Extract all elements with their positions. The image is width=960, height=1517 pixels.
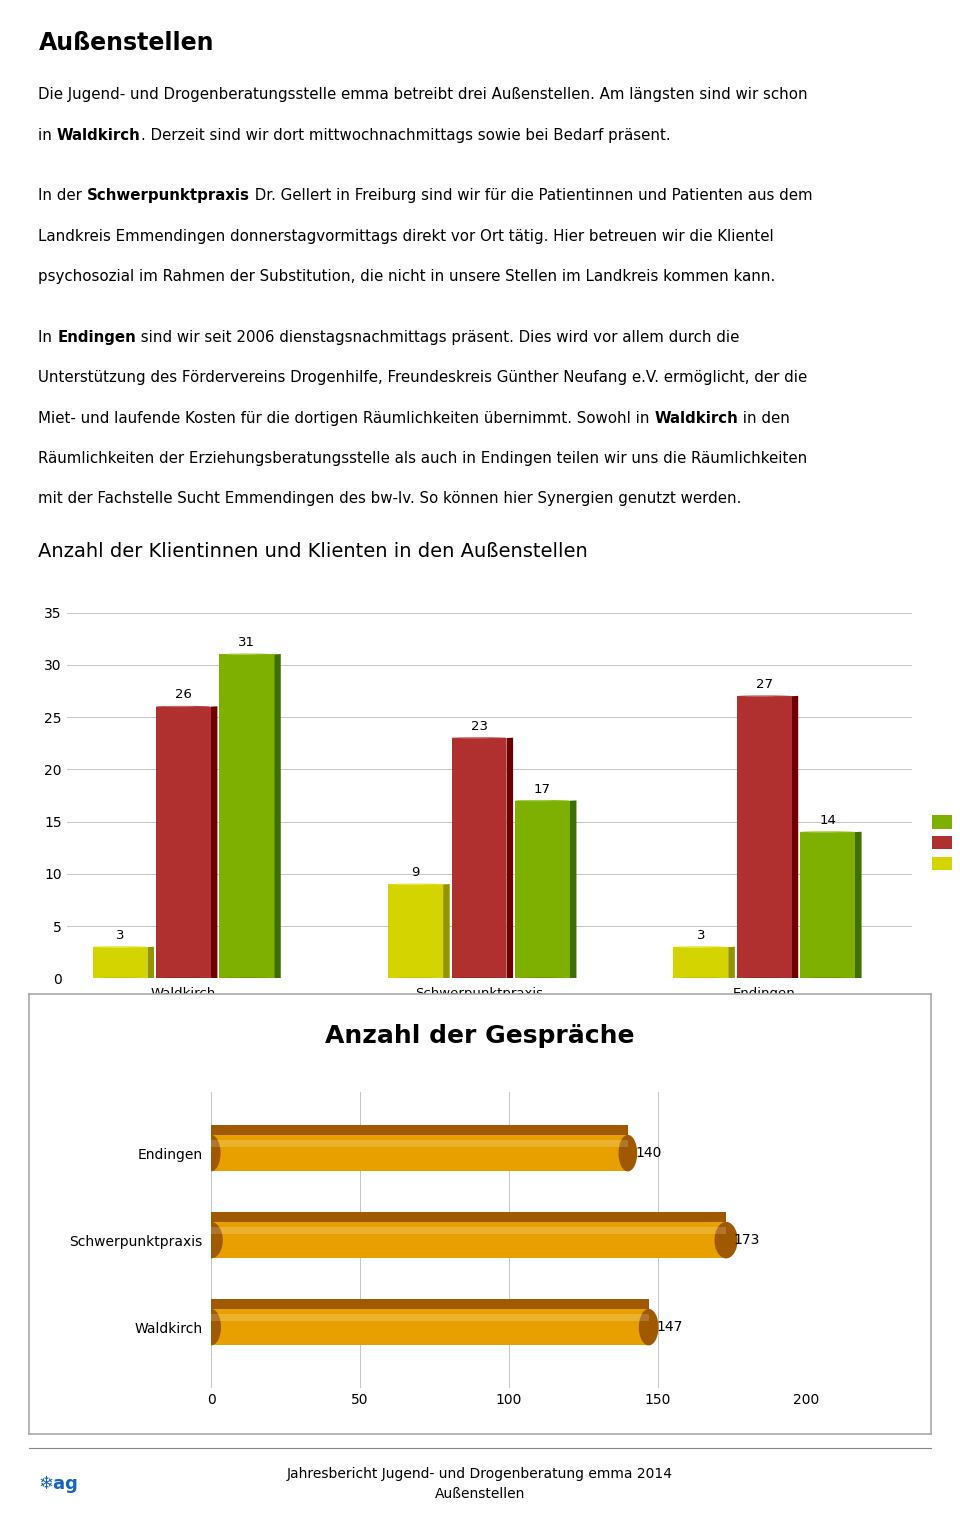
- Text: Jahresbericht Jugend- und Drogenberatung emma 2014
Außenstellen: Jahresbericht Jugend- und Drogenberatung…: [287, 1467, 673, 1500]
- Polygon shape: [211, 1299, 649, 1309]
- Ellipse shape: [515, 977, 570, 980]
- Polygon shape: [211, 1139, 628, 1147]
- Text: 147: 147: [656, 1320, 683, 1333]
- Ellipse shape: [673, 977, 729, 980]
- Ellipse shape: [800, 977, 855, 980]
- Text: Landkreis Emmendingen donnerstagvormittags direkt vor Ort tätig. Hier betreuen w: Landkreis Emmendingen donnerstagvormitta…: [38, 229, 774, 244]
- Polygon shape: [211, 707, 217, 978]
- Text: 173: 173: [733, 1233, 760, 1247]
- Text: Räumlichkeiten der Erziehungsberatungsstelle als auch in Endingen teilen wir uns: Räumlichkeiten der Erziehungsberatungsst…: [38, 451, 807, 466]
- Text: in: in: [38, 127, 57, 143]
- Ellipse shape: [451, 737, 507, 739]
- Polygon shape: [515, 801, 570, 978]
- Polygon shape: [211, 1212, 726, 1221]
- Polygon shape: [388, 884, 444, 978]
- Ellipse shape: [202, 1309, 221, 1346]
- Text: 31: 31: [238, 636, 255, 649]
- Ellipse shape: [736, 977, 792, 980]
- Polygon shape: [451, 737, 507, 978]
- Polygon shape: [211, 1135, 628, 1171]
- Text: sind wir seit 2006 dienstagsnachmittags präsent. Dies wird vor allem durch die: sind wir seit 2006 dienstagsnachmittags …: [136, 329, 739, 344]
- Legend: Einmalkontakte, Männer, Frauen: Einmalkontakte, Männer, Frauen: [927, 810, 960, 877]
- Text: 3: 3: [697, 928, 705, 942]
- Ellipse shape: [618, 1135, 637, 1171]
- Polygon shape: [736, 696, 792, 978]
- Ellipse shape: [388, 883, 444, 884]
- Text: ❄ag: ❄ag: [38, 1475, 79, 1493]
- Polygon shape: [275, 654, 280, 978]
- Text: . Derzeit sind wir dort mittwochnachmittags sowie bei Bedarf präsent.: . Derzeit sind wir dort mittwochnachmitt…: [141, 127, 670, 143]
- Text: 3: 3: [116, 928, 124, 942]
- Polygon shape: [92, 947, 148, 978]
- Text: In: In: [38, 329, 58, 344]
- Text: 9: 9: [412, 866, 420, 880]
- Text: 14: 14: [819, 813, 836, 827]
- Ellipse shape: [673, 947, 729, 948]
- Polygon shape: [673, 947, 729, 978]
- Text: psychosozial im Rahmen der Substitution, die nicht in unsere Stellen im Landkrei: psychosozial im Rahmen der Substitution,…: [38, 269, 776, 284]
- Polygon shape: [211, 1314, 649, 1321]
- Text: Waldkirch: Waldkirch: [57, 127, 141, 143]
- Ellipse shape: [92, 977, 148, 980]
- Text: In der: In der: [38, 188, 87, 203]
- Text: Schwerpunktpraxis: Schwerpunktpraxis: [87, 188, 250, 203]
- Ellipse shape: [714, 1221, 737, 1259]
- Ellipse shape: [92, 947, 148, 948]
- Ellipse shape: [451, 977, 507, 980]
- Text: Unterstützung des Fördervereins Drogenhilfe, Freundeskreis Günther Neufang e.V. : Unterstützung des Fördervereins Drogenhi…: [38, 370, 807, 385]
- Text: Die Jugend- und Drogenberatungsstelle emma betreibt drei Außenstellen. Am längst: Die Jugend- und Drogenberatungsstelle em…: [38, 88, 808, 102]
- Polygon shape: [148, 947, 154, 978]
- Ellipse shape: [156, 977, 211, 980]
- Ellipse shape: [202, 1135, 221, 1171]
- Polygon shape: [211, 1124, 628, 1135]
- Ellipse shape: [638, 1309, 659, 1346]
- Text: Miet- und laufende Kosten für die dortigen Räumlichkeiten übernimmt. Sowohl in: Miet- und laufende Kosten für die dortig…: [38, 411, 655, 426]
- Polygon shape: [570, 801, 576, 978]
- Text: Anzahl der Klientinnen und Klienten in den Außenstellen: Anzahl der Klientinnen und Klienten in d…: [38, 542, 588, 561]
- Text: 27: 27: [756, 678, 773, 690]
- Polygon shape: [211, 1221, 726, 1259]
- Polygon shape: [444, 884, 449, 978]
- Text: mit der Fachstelle Sucht Emmendingen des bw-lv. So können hier Synergien genutzt: mit der Fachstelle Sucht Emmendingen des…: [38, 492, 742, 507]
- Ellipse shape: [219, 654, 275, 655]
- Text: Waldkirch: Waldkirch: [655, 411, 738, 426]
- Polygon shape: [211, 1309, 649, 1346]
- Text: Außenstellen: Außenstellen: [38, 32, 214, 55]
- Text: Dr. Gellert in Freiburg sind wir für die Patientinnen und Patienten aus dem: Dr. Gellert in Freiburg sind wir für die…: [250, 188, 813, 203]
- Ellipse shape: [388, 977, 444, 980]
- Text: 26: 26: [175, 689, 192, 701]
- Polygon shape: [855, 831, 861, 978]
- Ellipse shape: [736, 695, 792, 696]
- Text: 140: 140: [636, 1147, 661, 1161]
- Polygon shape: [729, 947, 734, 978]
- Polygon shape: [800, 833, 855, 978]
- Text: Endingen: Endingen: [58, 329, 136, 344]
- Ellipse shape: [156, 705, 211, 707]
- Text: 23: 23: [470, 719, 488, 733]
- Text: 17: 17: [534, 783, 551, 795]
- Text: Anzahl der Gespräche: Anzahl der Gespräche: [325, 1024, 635, 1048]
- Ellipse shape: [200, 1221, 223, 1259]
- Polygon shape: [211, 1227, 726, 1233]
- Polygon shape: [156, 707, 211, 978]
- Polygon shape: [219, 654, 275, 978]
- Polygon shape: [507, 737, 513, 978]
- Ellipse shape: [515, 799, 570, 801]
- Text: in den: in den: [738, 411, 790, 426]
- Ellipse shape: [219, 977, 275, 980]
- Ellipse shape: [800, 831, 855, 833]
- Polygon shape: [792, 696, 798, 978]
